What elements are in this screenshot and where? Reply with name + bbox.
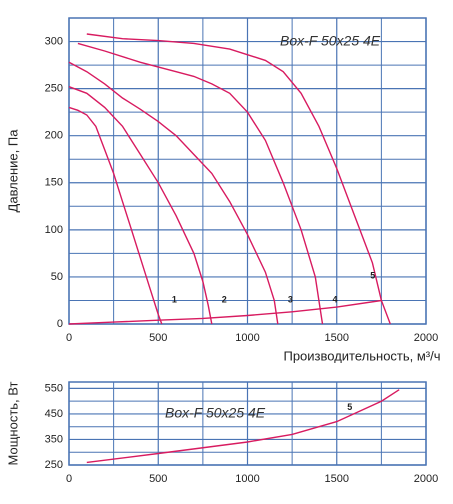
chart-title: Box-F 50x25 4E [165,405,266,421]
y-tick-label: 250 [45,459,63,471]
x-axis-label: Производительность, м³/ч [283,348,440,363]
x-tick-label: 1000 [235,473,259,485]
curve [86,33,391,325]
y-tick-label: 150 [45,177,63,189]
y-tick-label: 0 [57,318,63,330]
x-tick-label: 2000 [414,332,438,344]
y-tick-label: 300 [45,35,63,47]
curve-label: 5 [347,402,352,412]
y-tick-label: 250 [45,83,63,95]
y-tick-label: 50 [51,271,63,283]
y-tick-label: 550 [45,382,63,394]
curve [68,61,279,325]
x-tick-label: 1000 [235,332,259,344]
curve-label: 5 [370,270,375,280]
curve [68,86,213,325]
x-tick-label: 1500 [325,473,349,485]
curve-label: 4 [332,294,337,304]
x-tick-label: 0 [66,332,72,344]
y-tick-label: 100 [45,224,63,236]
curve [77,42,324,325]
y-tick-label: 450 [45,408,63,420]
chart-title: Box-F 50x25 4E [280,33,381,49]
y-tick-label: 350 [45,433,63,445]
plot-frame [68,17,427,325]
y-axis-label: Мощность, Вт [5,381,20,465]
y-axis-label: Давление, Па [5,129,20,213]
x-tick-label: 1500 [325,332,349,344]
y-tick-label: 200 [45,130,63,142]
curve [86,389,400,464]
curve-label: 1 [172,294,177,304]
curve [68,299,382,325]
curve [68,106,163,325]
x-tick-label: 0 [66,473,72,485]
x-tick-label: 500 [149,332,167,344]
plot-frame [68,381,427,466]
curve-label: 2 [222,294,227,304]
curve-label: 3 [288,294,293,304]
x-tick-label: 500 [149,473,167,485]
x-tick-label: 2000 [414,473,438,485]
